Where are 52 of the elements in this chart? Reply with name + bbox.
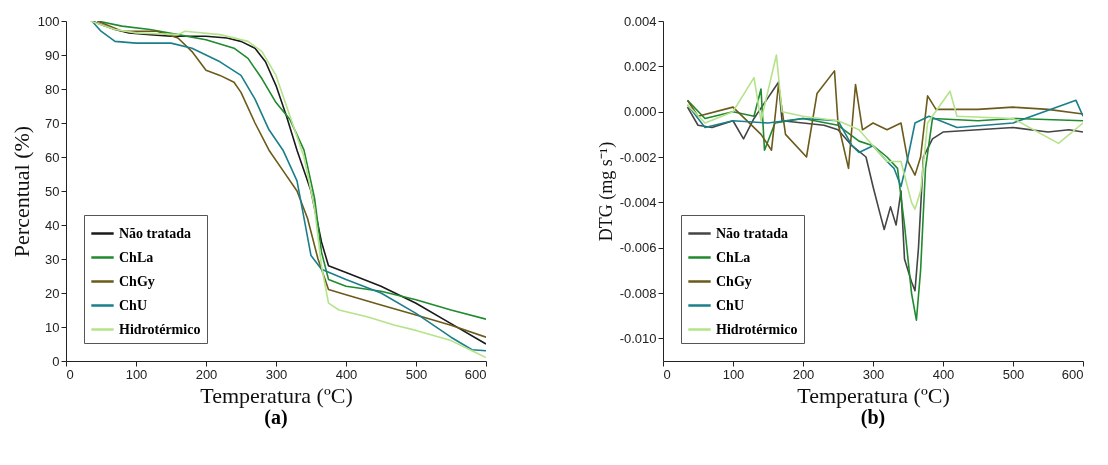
- x-tick-label: 400: [335, 366, 358, 382]
- x-tick-label: 500: [1002, 366, 1025, 382]
- line-series: [686, 54, 1083, 210]
- x-tick-label: 300: [862, 366, 885, 382]
- y-tick-label: 70: [45, 115, 60, 131]
- x-tick-label: 600: [1061, 366, 1084, 382]
- y-tick-label: 30: [45, 251, 60, 267]
- y-axis-title: DTG (mg s⁻¹): [595, 141, 617, 242]
- x-tick-label: 500: [405, 366, 428, 382]
- y-tick-label: 40: [45, 217, 60, 233]
- y-tick-label: 0.004: [623, 13, 657, 29]
- y-tick-label: -0.010: [619, 330, 657, 346]
- line-series: [686, 99, 1083, 188]
- y-tick-label: 0.000: [623, 104, 657, 120]
- legend-label: ChU: [119, 297, 148, 313]
- y-tick-label: 20: [45, 285, 60, 301]
- y-tick-label: 10: [45, 319, 60, 335]
- legend-label: ChLa: [716, 249, 751, 265]
- text: (b): [860, 406, 886, 429]
- y-tick-label: 50: [45, 183, 60, 199]
- y-tick-label: 0.002: [623, 58, 657, 74]
- legend-label: ChLa: [119, 249, 154, 265]
- y-tick-label: -0.002: [619, 149, 657, 165]
- y-tick-label: 100: [37, 13, 60, 29]
- x-tick-label: 200: [792, 366, 815, 382]
- y-tick-label: 0: [52, 353, 60, 369]
- legend-label: ChGy: [716, 273, 752, 289]
- y-tick-label: 90: [45, 47, 60, 63]
- x-axis-title: Temperatura (ºC): [200, 382, 353, 408]
- x-tick-label: 0: [66, 366, 74, 382]
- y-tick-label: -0.004: [619, 194, 657, 210]
- x-axis-title: Temperatura (ºC): [797, 382, 950, 408]
- y-axis-title: Percentual (%): [8, 125, 34, 258]
- x-tick-label: 100: [125, 366, 148, 382]
- y-tick-label: -0.008: [619, 285, 657, 301]
- legend-label: Não tratada: [119, 225, 191, 241]
- y-tick-label: -0.006: [619, 240, 657, 256]
- y-tick-label: 60: [45, 149, 60, 165]
- legend-label: Hidrotérmico: [119, 321, 201, 337]
- legend-label: Não tratada: [716, 225, 788, 241]
- text: (a): [264, 406, 288, 429]
- legend-label: ChU: [716, 297, 745, 313]
- x-tick-label: 0: [663, 366, 671, 382]
- legend-label: Hidrotérmico: [716, 321, 798, 337]
- x-tick-label: 200: [195, 366, 218, 382]
- x-tick-label: 300: [265, 366, 288, 382]
- x-tick-label: 400: [932, 366, 955, 382]
- y-tick-label: 80: [45, 81, 60, 97]
- legend-label: ChGy: [119, 273, 155, 289]
- line-series: [686, 70, 1083, 176]
- x-tick-label: 100: [722, 366, 745, 382]
- x-tick-label: 600: [464, 366, 487, 382]
